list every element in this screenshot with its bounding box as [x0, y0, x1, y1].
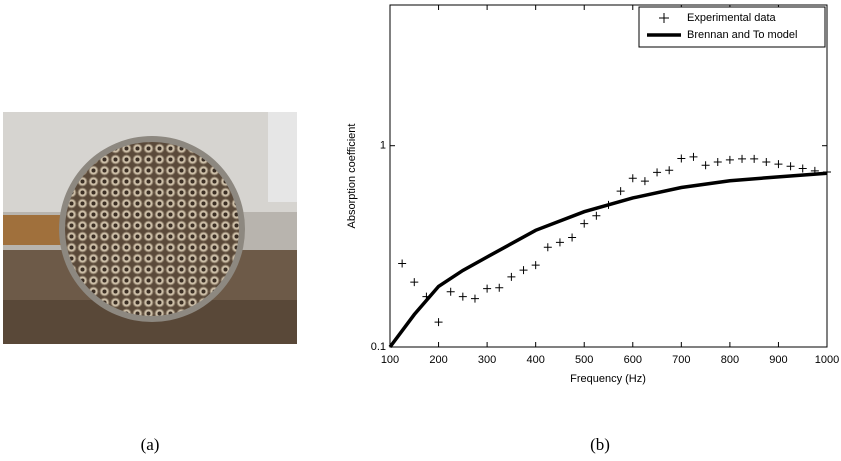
data-point: [483, 284, 492, 293]
data-point: [434, 318, 443, 327]
data-point: [786, 162, 795, 171]
data-point: [410, 278, 419, 287]
data-point: [628, 174, 637, 183]
caption: (a): [141, 435, 160, 454]
data-point: [774, 160, 783, 169]
x-tick-label: 300: [478, 354, 496, 366]
data-point: [738, 154, 747, 163]
data-point: [592, 211, 601, 220]
data-point: [616, 187, 625, 196]
x-tick-label: 1000: [815, 354, 839, 366]
data-point: [689, 152, 698, 161]
data-point: [665, 166, 674, 175]
data-point: [458, 292, 467, 301]
legend-label: Experimental data: [687, 12, 777, 24]
data-point: [446, 287, 455, 296]
data-point: [750, 154, 759, 163]
data-point: [762, 157, 771, 166]
data-point: [725, 155, 734, 164]
data-point: [640, 177, 649, 186]
data-point: [495, 283, 504, 292]
data-point: [580, 219, 589, 228]
data-point: [677, 154, 686, 163]
data-point: [519, 266, 528, 275]
y-tick-label: 0.1: [371, 341, 386, 353]
x-tick-label: 700: [672, 354, 690, 366]
x-tick-label: 800: [721, 354, 739, 366]
x-tick-label: 500: [575, 354, 593, 366]
y-tick-label: 1: [380, 140, 386, 152]
data-point: [398, 259, 407, 268]
data-point: [470, 294, 479, 303]
model-line: [388, 171, 828, 349]
legend-box: [638, 6, 826, 48]
data-point: [701, 161, 710, 170]
legend-marker: [659, 13, 669, 23]
legend-label: Brennan and To model: [687, 29, 798, 41]
photo: [3, 112, 297, 344]
caption: (b): [590, 435, 610, 454]
data-point: [507, 272, 516, 281]
data-point: [713, 157, 722, 166]
plot-area: [389, 4, 828, 348]
x-axis-label: Frequency (Hz): [570, 373, 646, 385]
x-tick-label: 400: [526, 354, 544, 366]
y-axis-label: Absorption coefficient: [346, 124, 358, 229]
data-point: [798, 164, 807, 173]
x-tick-label: 600: [624, 354, 642, 366]
data-point: [653, 168, 662, 177]
data-point: [568, 233, 577, 242]
data-point: [555, 238, 564, 247]
x-tick-label: 200: [429, 354, 447, 366]
x-tick-label: 900: [769, 354, 787, 366]
data-point: [543, 243, 552, 252]
data-point: [531, 261, 540, 270]
x-tick-label: 100: [381, 354, 399, 366]
